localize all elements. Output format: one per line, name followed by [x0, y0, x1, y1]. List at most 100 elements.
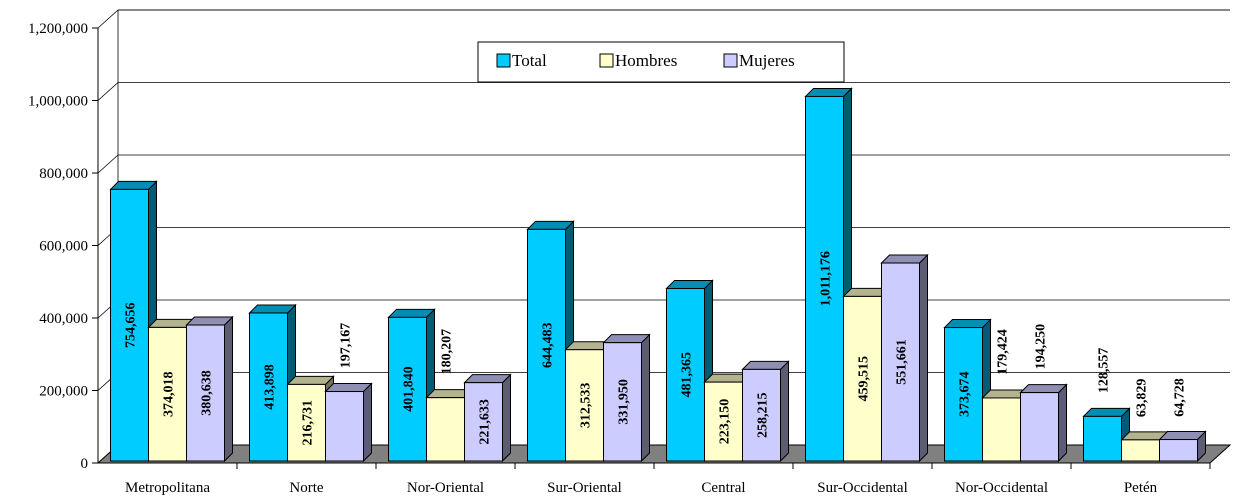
legend-label-hombres: Hombres: [615, 51, 677, 70]
bar-top: [602, 334, 651, 344]
data-label: 380,638: [200, 370, 215, 416]
bar-top: [185, 316, 234, 326]
bar-side: [502, 373, 511, 463]
bar: [704, 381, 743, 462]
gridline-depth: [97, 154, 119, 174]
y-tick-label: 0: [81, 456, 89, 472]
data-label: 221,633: [478, 399, 493, 445]
x-tick-label: Nor-Oriental: [407, 480, 484, 496]
bar: [1159, 439, 1198, 462]
bar: [527, 228, 566, 462]
bar-top: [248, 304, 297, 314]
data-labels: 754,656 374,018 380,638 413,898 216,731 197,1…: [124, 251, 1188, 445]
bar-side: [641, 333, 650, 463]
bar: [805, 95, 844, 462]
x-tick-label: Sur-Oriental: [547, 480, 622, 496]
bar-top: [665, 280, 714, 290]
data-label: 312,533: [579, 383, 594, 429]
bar: [944, 327, 983, 462]
bar-top: [387, 308, 436, 318]
data-label: 194,250: [1034, 324, 1049, 370]
gridline-depth: [97, 82, 119, 101]
data-label: 413,898: [263, 364, 278, 410]
data-label: 754,656: [124, 302, 139, 348]
legend-label-total: Total: [512, 51, 547, 70]
bar: [1121, 439, 1160, 462]
bar: [982, 397, 1021, 462]
bar-top: [1019, 384, 1068, 394]
legend-swatch-mujeres: [723, 53, 738, 68]
bar-top: [741, 360, 790, 370]
data-label: 481,365: [680, 352, 695, 398]
data-label: 459,515: [857, 356, 872, 402]
data-label: 401,840: [402, 366, 417, 412]
bar-top: [286, 375, 335, 385]
bar: [1083, 415, 1122, 462]
data-label: 179,424: [996, 329, 1011, 375]
data-label: 331,950: [617, 379, 632, 425]
bar-top: [526, 220, 575, 230]
bar-top: [463, 374, 512, 384]
bar: [325, 391, 364, 462]
bar: [287, 383, 326, 462]
bar: [881, 262, 920, 462]
bar-side: [919, 253, 928, 463]
data-label: 180,207: [440, 329, 455, 375]
y-tick-label: 200,000: [39, 384, 88, 400]
x-tick-label: Sur-Occidental: [817, 480, 908, 496]
bar-top: [324, 383, 373, 393]
bar-top: [804, 87, 853, 97]
bar-top: [880, 254, 929, 264]
data-label: 64,728: [1173, 378, 1188, 417]
legend: Total Hombres Mujeres: [477, 41, 845, 83]
bar: [110, 188, 149, 462]
data-label: 258,215: [756, 392, 771, 438]
data-label: 374,018: [162, 371, 177, 417]
legend-swatch-hombres: [599, 53, 614, 68]
data-label: 197,167: [339, 323, 354, 369]
x-tick-label: Norte: [289, 480, 323, 496]
x-tick-label: Metropolitana: [125, 480, 210, 496]
bar-side: [224, 315, 233, 463]
data-label: 551,661: [895, 339, 910, 385]
bars: [109, 87, 1207, 463]
bar-side: [363, 382, 372, 463]
data-label: 644,483: [541, 322, 556, 368]
gridline-depth: [97, 9, 119, 29]
y-tick-label: 1,000,000: [28, 94, 88, 110]
legend-box: [477, 41, 845, 83]
legend-swatch-total: [496, 53, 511, 68]
y-tick-label: 600,000: [39, 239, 88, 255]
x-tick-label: Petén: [1124, 480, 1158, 496]
data-label: 223,150: [718, 399, 733, 445]
bar: [666, 288, 705, 462]
bar: [1020, 392, 1059, 462]
data-label: 373,674: [958, 372, 973, 418]
bar-top: [943, 319, 992, 329]
bar: [464, 382, 503, 462]
bar: [565, 349, 604, 462]
bar: [603, 342, 642, 462]
x-tick-label: Nor-Occidental: [955, 480, 1048, 496]
data-label: 216,731: [301, 400, 316, 446]
bar: [742, 368, 781, 462]
legend-label-mujeres: Mujeres: [739, 51, 795, 70]
axes: 0 200,000 400,000 600,000 800,000 1,000,000 1,…: [28, 10, 1211, 496]
x-tick-label: Central: [701, 480, 745, 496]
bar-top: [1158, 431, 1207, 441]
y-tick-label: 1,200,000: [28, 21, 88, 37]
data-label: 63,829: [1135, 379, 1150, 418]
bar: [426, 397, 465, 462]
data-label: 1,011,176: [819, 251, 834, 306]
bar-side: [780, 360, 789, 463]
bar: [388, 316, 427, 462]
bar: [843, 295, 882, 462]
bar-top: [1082, 407, 1131, 417]
data-label: 128,557: [1097, 348, 1112, 394]
bar: [186, 324, 225, 462]
y-tick-label: 800,000: [39, 166, 88, 182]
bar-top: [109, 180, 158, 190]
bar-side: [1058, 383, 1067, 463]
bar: [249, 312, 288, 462]
